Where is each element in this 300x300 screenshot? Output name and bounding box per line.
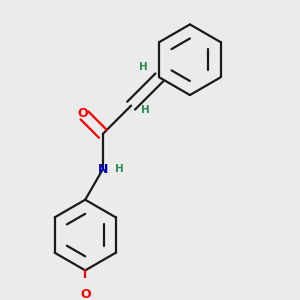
Text: N: N	[98, 163, 108, 176]
Text: O: O	[80, 288, 91, 300]
Text: H: H	[142, 105, 150, 115]
Text: O: O	[78, 107, 88, 120]
Text: H: H	[116, 164, 124, 174]
Text: H: H	[139, 62, 148, 72]
